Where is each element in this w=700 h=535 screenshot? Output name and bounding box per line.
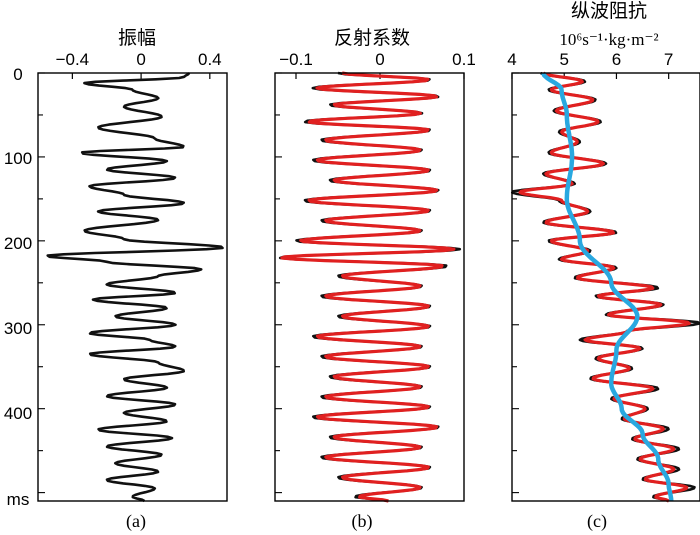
series-line-1 <box>278 71 462 503</box>
panel-c-label: (c) <box>587 511 607 532</box>
panel-b-label: (b) <box>352 511 373 532</box>
panel-b-frame <box>274 72 465 502</box>
panel-a-plot <box>46 72 224 503</box>
panel-a-x-ticks: −0.4 0 0.4 <box>38 50 222 494</box>
series-line-1 <box>46 72 224 503</box>
x-tick-label: 0 <box>136 50 145 69</box>
panel-a-title: 振幅 <box>118 27 156 49</box>
y-tick-label: 100 <box>4 149 32 168</box>
panel-c-title: 纵波阻抗 <box>571 0 647 22</box>
panel-c-x-ticks: 4 5 6 7 <box>507 50 673 494</box>
x-tick-label: 0 <box>375 50 384 69</box>
series-line-1 <box>510 71 700 503</box>
y-tick-label: 400 <box>4 404 32 423</box>
x-tick-label: 7 <box>664 50 673 69</box>
x-tick-label: 0.1 <box>452 50 476 69</box>
series-line-3 <box>541 72 674 502</box>
y-tick-label: 0 <box>13 65 22 84</box>
y-tick-label: 300 <box>4 319 32 338</box>
series-line-2 <box>280 71 456 503</box>
y-tick-label: 200 <box>4 234 32 253</box>
panel-a-frame <box>37 72 228 502</box>
panel-c-plot <box>510 71 700 503</box>
x-tick-label: 6 <box>612 50 621 69</box>
x-tick-label: 0.4 <box>198 50 222 69</box>
panel-c-unit: 10⁶s⁻¹·kg·m⁻² <box>559 30 658 49</box>
y-axis-labels: 0 100 200 300 400 ms <box>4 65 32 509</box>
panel-c-frame <box>511 72 700 502</box>
y-axis-unit: ms <box>7 490 30 509</box>
series-line-2 <box>518 71 691 503</box>
panel-c: 纵波阻抗 10⁶s⁻¹·kg·m⁻² 4 5 6 7 (c) <box>507 0 700 532</box>
panel-b: 反射系数 −0.1 0 0.1 (b) <box>274 27 476 532</box>
x-tick-label: 4 <box>507 50 516 69</box>
panel-b-x-ticks: −0.1 0 0.1 <box>275 50 476 494</box>
panel-b-title: 反射系数 <box>334 27 410 49</box>
panel-a-label: (a) <box>126 511 146 532</box>
x-tick-label: −0.4 <box>56 50 90 69</box>
panel-a: 振幅 −0.4 0 0.4 (a) <box>37 27 228 532</box>
x-tick-label: 5 <box>559 50 568 69</box>
panel-b-plot <box>278 71 462 503</box>
x-tick-label: −0.1 <box>279 50 313 69</box>
